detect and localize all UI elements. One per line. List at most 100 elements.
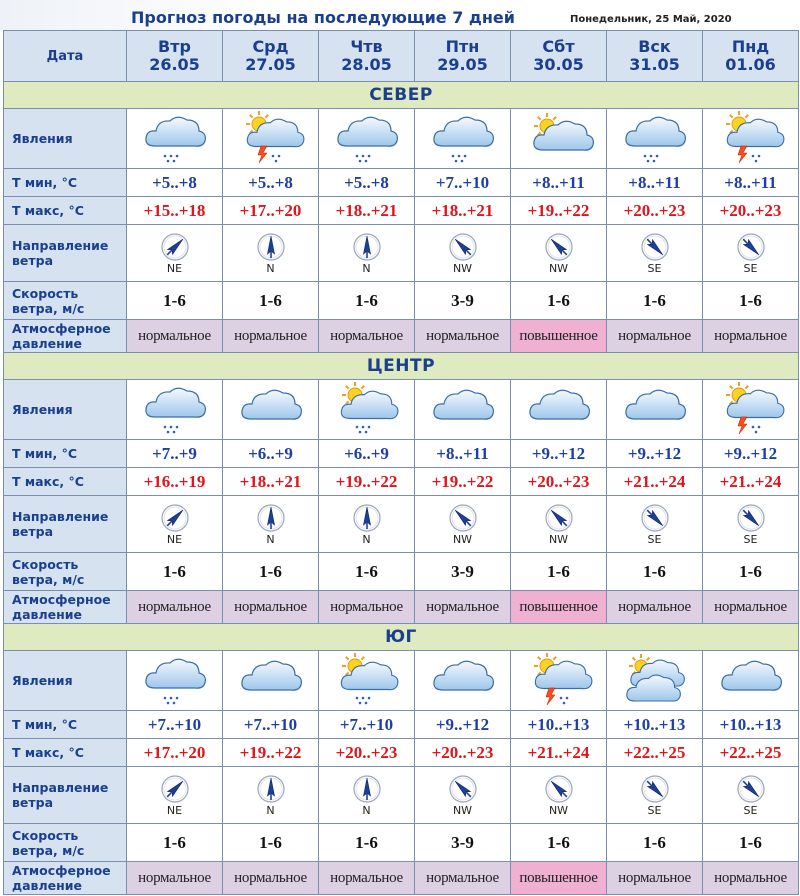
wind-direction-value: NE — [166, 261, 183, 275]
wind-speed-cell: 1-6 — [606, 552, 703, 591]
cloud-icon — [528, 389, 590, 420]
wind-speed-row: Скорость ветра, м/с 1-6 1-6 1-6 3-9 1-6 1-6 1-6 — [3, 823, 799, 862]
weather-cell — [510, 108, 607, 169]
wind-speed-cell: 1-6 — [126, 281, 223, 320]
pressure-cell: нормальное — [222, 319, 319, 353]
wind-direction-row: Направление ветра NE N N NW — [3, 224, 799, 282]
tmax-cell: +17..+20 — [222, 196, 319, 225]
tmin-label: Т мин, °C — [3, 710, 127, 739]
wind-speed-value: 1-6 — [355, 832, 378, 852]
day-name: Чтв — [350, 37, 383, 56]
wind-direction-cell: N — [318, 495, 415, 553]
tmin-cell: +10..+13 — [702, 710, 799, 739]
cloud-rain-icon — [144, 116, 206, 162]
tmax-cell: +21..+24 — [606, 467, 703, 496]
pressure-cell: нормальное — [318, 590, 415, 624]
wind-speed-value: 1-6 — [259, 561, 282, 581]
wind-speed-value: 1-6 — [163, 832, 186, 852]
tmax-cell: +21..+24 — [510, 738, 607, 767]
day-date: 29.05 — [437, 55, 488, 74]
wind-compass-icon — [544, 774, 573, 803]
wind-speed-label: Скорость ветра, м/с — [3, 823, 127, 862]
pressure-cell: нормальное — [414, 590, 511, 624]
wind-compass-icon — [736, 774, 765, 803]
wind-speed-value: 1-6 — [739, 290, 762, 310]
wind-compass-icon — [352, 503, 381, 532]
wind-compass-icon — [352, 774, 381, 803]
wind-speed-value: 1-6 — [163, 290, 186, 310]
wind-speed-row: Скорость ветра, м/с 1-6 1-6 1-6 3-9 1-6 1-6 1-6 — [3, 281, 799, 320]
phenomena-label: Явления — [3, 108, 127, 169]
tmin-cell: +9..+12 — [606, 439, 703, 468]
wind-direction-value: N — [362, 803, 371, 817]
wind-direction-cell: NE — [126, 224, 223, 282]
wind-speed-cell: 3-9 — [414, 281, 511, 320]
weather-cell — [606, 650, 703, 711]
wind-speed-cell: 1-6 — [126, 823, 223, 862]
day-date: 27.05 — [245, 55, 296, 74]
tmin-cell: +7..+10 — [126, 710, 223, 739]
date-header-label: Дата — [46, 48, 84, 64]
day-name: Пнд — [731, 37, 770, 56]
pressure-cell: повышенное — [510, 590, 607, 624]
day-name: Сбт — [542, 37, 575, 56]
wind-speed-cell: 1-6 — [702, 552, 799, 591]
wind-speed-cell: 1-6 — [510, 552, 607, 591]
pressure-cell: повышенное — [510, 319, 607, 353]
wind-direction-label-text: ветра — [12, 253, 54, 268]
day-header-6: Пнд 01.06 — [702, 30, 799, 82]
tmin-value: +8..+11 — [628, 172, 681, 192]
wind-direction-label-text: ветра — [12, 795, 54, 810]
weather-cell — [510, 379, 607, 440]
day-header-3: Птн 29.05 — [414, 30, 511, 82]
pressure-label: Атмосферное давление — [3, 319, 127, 353]
wind-direction-value: SE — [647, 532, 662, 546]
sun-cloud-thunder-icon — [245, 110, 304, 163]
tmax-cell: +19..+22 — [318, 467, 415, 496]
pressure-cell: нормальное — [414, 861, 511, 895]
wind-speed-cell: 1-6 — [318, 823, 415, 862]
current-date: Понедельник, 25 Май, 2020 — [570, 14, 732, 25]
pressure-cell: нормальное — [606, 861, 703, 895]
pressure-label-text: давление — [12, 607, 82, 622]
pressure-cell: нормальное — [318, 861, 415, 895]
tmax-row: Т макс, °C +17..+20 +19..+22 +20..+23 +20..+… — [3, 738, 799, 767]
wind-compass-icon — [544, 503, 573, 532]
pressure-value: нормальное — [330, 327, 403, 344]
tmin-value: +7..+10 — [243, 714, 298, 734]
wind-direction-cell: SE — [702, 224, 799, 282]
wind-compass-icon — [640, 503, 669, 532]
wind-direction-value: N — [362, 261, 371, 275]
day-date: 26.05 — [149, 55, 200, 74]
wind-direction-cell: NW — [510, 224, 607, 282]
pressure-label-text: Атмосферное — [12, 863, 111, 878]
tmin-cell: +9..+12 — [702, 439, 799, 468]
tmax-value: +17..+20 — [239, 200, 302, 220]
wind-speed-label-text: Скорость — [12, 556, 79, 572]
tmin-cell: +7..+9 — [126, 439, 223, 468]
tmax-label: Т макс, °C — [3, 196, 127, 225]
weather-cell — [222, 379, 319, 440]
weather-cell — [414, 108, 511, 169]
wind-direction-value: NW — [548, 532, 569, 546]
tmin-cell: +8..+11 — [702, 168, 799, 197]
phenomena-label: Явления — [3, 379, 127, 440]
wind-speed-cell: 1-6 — [606, 823, 703, 862]
tmin-value: +5..+8 — [344, 172, 389, 192]
wind-direction-label: Направление ветра — [3, 224, 127, 282]
wind-direction-value: NW — [548, 261, 569, 275]
wind-speed-cell: 1-6 — [222, 823, 319, 862]
wind-compass-icon — [256, 232, 285, 261]
wind-compass-icon — [352, 232, 381, 261]
wind-speed-cell: 1-6 — [510, 823, 607, 862]
wind-direction-cell: N — [222, 495, 319, 553]
tmax-value: +18..+21 — [239, 471, 302, 491]
tmax-row: Т макс, °C +15..+18 +17..+20 +18..+21 +18..+… — [3, 196, 799, 225]
date-header-cell: Дата — [3, 30, 127, 82]
day-date: 31.05 — [629, 55, 680, 74]
weather-cell — [222, 650, 319, 711]
title-bar: Прогноз погоды на последующие 7 дней Пон… — [0, 6, 800, 28]
wind-speed-value: 1-6 — [739, 832, 762, 852]
tmin-row: Т мин, °C +7..+10 +7..+10 +7..+10 +9..+12 +10… — [3, 710, 799, 739]
pressure-cell: нормальное — [606, 319, 703, 353]
